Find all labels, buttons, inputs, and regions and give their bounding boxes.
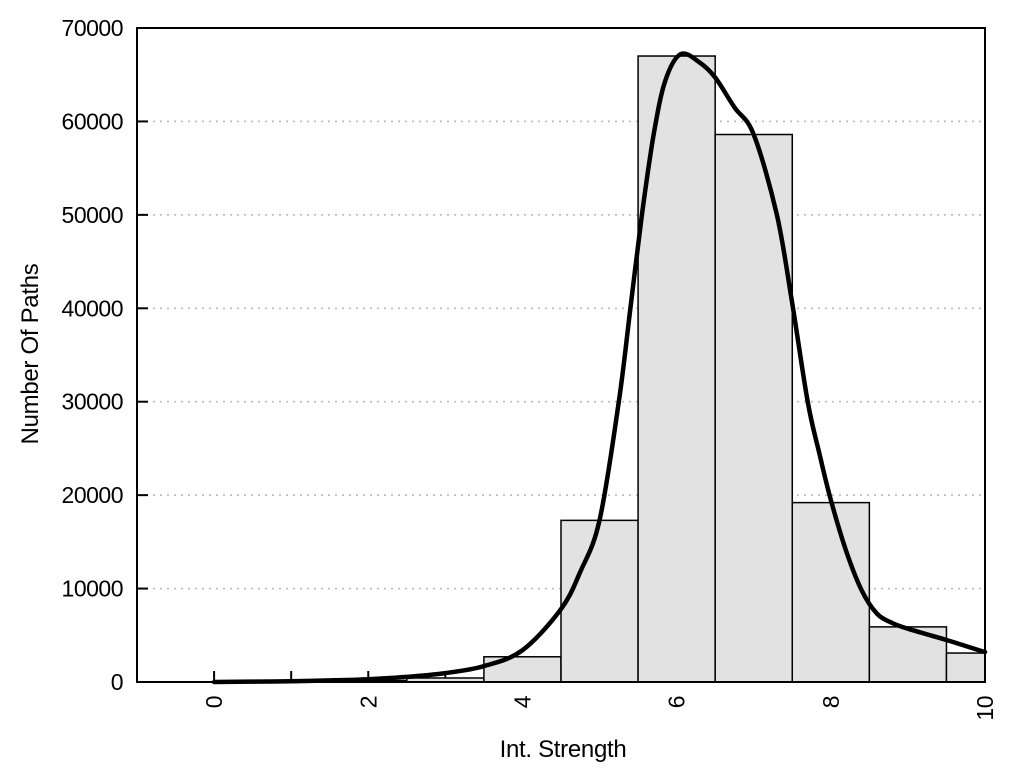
y-tick-label: 50000: [62, 202, 123, 228]
y-tick-label: 20000: [62, 482, 123, 508]
x-axis-title: Int. Strength: [499, 736, 627, 763]
plot-frame: [136, 27, 986, 683]
x-tick-label: 10: [972, 696, 998, 721]
y-tick-label: 70000: [62, 15, 123, 41]
y-axis-title: Number Of Paths: [17, 263, 44, 445]
x-tick-label: 4: [509, 695, 535, 708]
y-tick-label: 0: [111, 669, 123, 695]
y-tick-label: 10000: [62, 576, 123, 602]
density-curve: [211, 51, 988, 685]
x-tick-label: 6: [664, 696, 690, 708]
y-tick-label: 40000: [62, 295, 123, 321]
histogram-bar: [560, 519, 639, 683]
histogram-bar: [714, 133, 794, 683]
y-tick-label: 60000: [62, 108, 123, 134]
histogram-bar: [945, 652, 986, 683]
x-tick-label: 2: [355, 696, 381, 708]
y-tick-label: 30000: [62, 389, 123, 415]
histogram-bar: [791, 501, 871, 683]
x-tick-label: 8: [818, 696, 844, 708]
x-tick-label: 0: [201, 696, 227, 708]
